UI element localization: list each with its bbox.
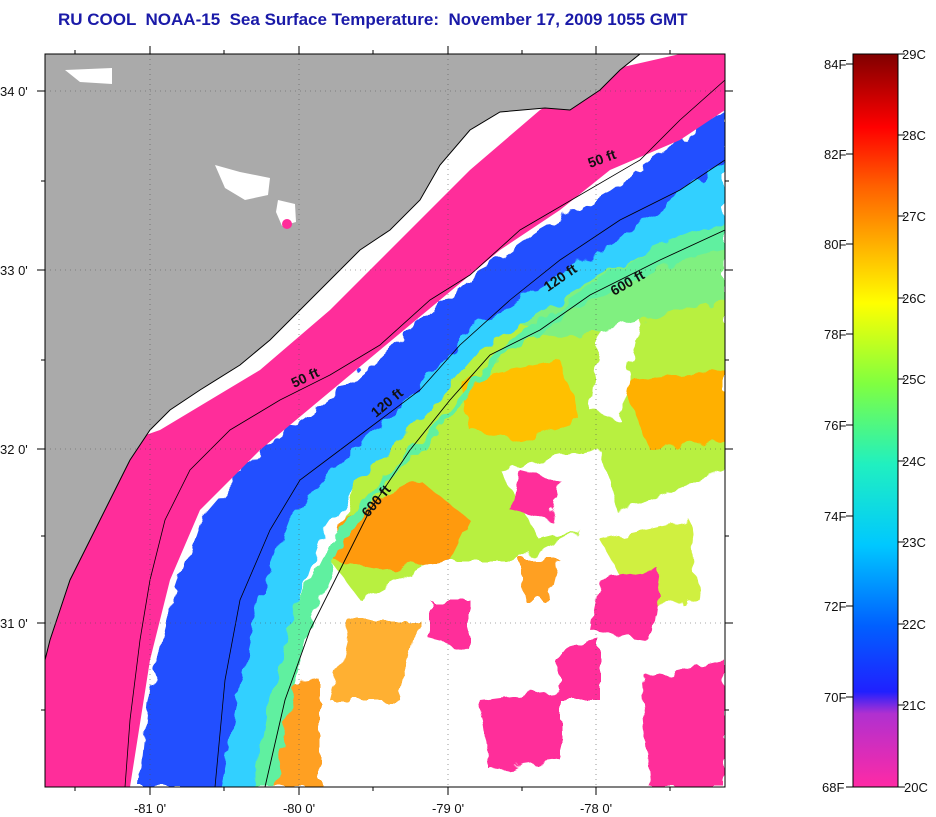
contour-600ft xyxy=(264,229,725,787)
colorbar-c-label: 25C xyxy=(902,372,926,387)
colorbar-f-label: 82F xyxy=(824,147,846,162)
cold-patches-offshore xyxy=(430,470,725,787)
lat-label: 34 0' xyxy=(0,84,28,99)
lon-label: -81 0' xyxy=(134,801,166,816)
colorbar-c-label: 24C xyxy=(902,454,926,469)
colorbar-f-label: 76F xyxy=(824,418,846,433)
colorbar-f-label: 70F xyxy=(824,690,846,705)
colorbar-f-label: 74F xyxy=(824,509,846,524)
axis-ticks xyxy=(37,46,733,795)
colorbar-f-label: 72F xyxy=(824,599,846,614)
colorbar-f-label: 78F xyxy=(824,327,846,342)
colorbar-f-label: 84F xyxy=(824,57,846,72)
colorbar-gradient xyxy=(852,53,899,788)
lake-patch xyxy=(65,68,112,84)
colorbar-c-label: 21C xyxy=(902,698,926,713)
colorbar-f-label: 68F xyxy=(822,780,844,795)
lat-label: 31 0' xyxy=(0,616,28,631)
colorbar-c-label: 27C xyxy=(902,209,926,224)
lake-patch xyxy=(282,219,292,229)
colorbar-c-label: 20C xyxy=(904,780,928,795)
lake-patch xyxy=(276,200,296,226)
graticule xyxy=(45,54,725,787)
cool-shelf-water xyxy=(140,110,725,787)
lat-label: 33 0' xyxy=(0,263,28,278)
colorbar-c-label: 23C xyxy=(902,535,926,550)
contour-50ft xyxy=(124,79,725,787)
contour-120ft xyxy=(214,159,725,787)
map-area xyxy=(45,54,725,787)
lon-label: -79 0' xyxy=(432,801,464,816)
colorbar-c-label: 22C xyxy=(902,617,926,632)
map-frame xyxy=(44,53,726,788)
colorbar-c-label: 28C xyxy=(902,128,926,143)
colorbar-ticks xyxy=(846,53,905,788)
colorbar: 84F 82F 80F 78F 76F 74F 72F 70F 68F 29C … xyxy=(822,47,928,795)
lat-label: 32 0' xyxy=(0,442,28,457)
map-title: RU COOL NOAA-15 Sea Surface Temperature:… xyxy=(58,10,688,29)
lon-label: -78 0' xyxy=(580,801,612,816)
lake-patch xyxy=(215,165,270,200)
coastline xyxy=(45,54,641,661)
colorbar-c-label: 29C xyxy=(902,47,926,62)
colorbar-c-label: 26C xyxy=(902,291,926,306)
cold-nearshore-water xyxy=(45,54,725,787)
land-mass xyxy=(45,54,640,660)
lon-label: -80 0' xyxy=(283,801,315,816)
colorbar-f-label: 80F xyxy=(824,237,846,252)
